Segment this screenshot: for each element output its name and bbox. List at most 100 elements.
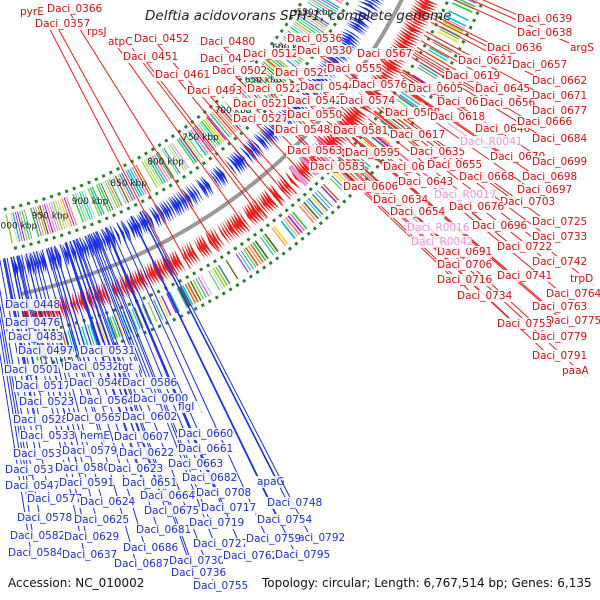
gc-strip xyxy=(163,148,181,174)
gc-strip xyxy=(189,129,209,155)
reverse-gene-arrow xyxy=(347,20,368,33)
forward-gene-label: Daci_0619 xyxy=(445,70,500,82)
reverse-gene-label-bg xyxy=(61,549,117,561)
forward-gene-label: Daci_0635 xyxy=(410,146,465,158)
forward-gene-arrow xyxy=(121,274,131,298)
gc-strip xyxy=(81,190,94,219)
forward-gene-label: Daci_0645 xyxy=(475,83,530,95)
forward-gene-label: Daci_0529 xyxy=(275,67,330,79)
forward-gene-label-bg xyxy=(274,67,330,79)
forward-gene-label-bg xyxy=(479,97,535,109)
feature-strip xyxy=(322,183,340,201)
feature-strip xyxy=(212,267,226,288)
gc-strip xyxy=(301,11,327,29)
reverse-gene-label: Daci_0586 xyxy=(122,377,178,389)
forward-gene-label: Daci_0576 xyxy=(352,79,408,91)
reverse-gene-label: apaG xyxy=(257,476,285,488)
forward-gene-arrow xyxy=(263,189,280,209)
feature-strip xyxy=(141,303,152,325)
forward-gene-label-bg xyxy=(356,48,412,60)
forward-gene-label: Daci_0764 xyxy=(546,288,600,300)
forward-gene-label-bg xyxy=(456,290,512,302)
feature-strip xyxy=(310,195,326,213)
forward-gene-arrow xyxy=(149,261,160,285)
reverse-gene-label-bg xyxy=(181,472,237,484)
gc-strip xyxy=(151,155,169,182)
forward-gene-arrow xyxy=(195,236,209,259)
feature-strip xyxy=(418,64,439,78)
gc-strip xyxy=(59,198,71,228)
forward-gene-label: Daci_0617 xyxy=(390,129,445,141)
feature-strip xyxy=(189,280,202,301)
feature-strip xyxy=(262,235,277,254)
forward-gene-label: Daci_0643 xyxy=(398,176,453,188)
reverse-gene-arrow xyxy=(153,204,166,226)
reverse-gene-arrow xyxy=(159,201,172,222)
gc-strip xyxy=(143,160,160,187)
forward-gene-label-bg xyxy=(516,27,572,39)
forward-gene-label-bg xyxy=(86,26,111,38)
forward-gene-arrow xyxy=(58,295,66,320)
forward-gene-label-bg xyxy=(429,111,485,123)
feature-strip xyxy=(448,10,469,21)
forward-gene-label-bg xyxy=(199,36,255,48)
reverse-gene-label-bg xyxy=(79,430,104,442)
forward-gene-label: Daci_0536 xyxy=(287,33,343,45)
reverse-gene-label: hemE xyxy=(80,430,110,442)
feature-strip xyxy=(186,282,199,303)
forward-label-connector xyxy=(110,37,250,232)
forward-gene-label-bg xyxy=(286,95,342,107)
forward-gene-arrow xyxy=(169,251,181,274)
forward-gene-label-bg xyxy=(561,365,586,377)
forward-gene-arrow xyxy=(418,0,438,8)
reverse-gene-label-bg xyxy=(63,531,119,543)
reverse-gene-label: Daci_0663 xyxy=(168,458,223,470)
reverse-gene-label-bg xyxy=(143,505,199,517)
reverse-gene-label: Daci_0523 xyxy=(19,396,74,408)
forward-gene-label-bg xyxy=(531,90,587,102)
feature-strip xyxy=(440,26,461,38)
forward-gene-label: Daci_0716 xyxy=(437,274,493,286)
forward-gene-label: Daci_0654 xyxy=(390,206,446,218)
gc-strip xyxy=(340,0,344,2)
forward-gene-label-bg xyxy=(457,55,513,67)
gc-strip xyxy=(202,119,223,144)
scale-label: 1000 kbp xyxy=(0,222,37,232)
forward-gene-label-bg xyxy=(516,116,572,128)
feature-strip xyxy=(192,279,205,300)
reverse-gene-arrow xyxy=(190,182,204,203)
reverse-gene-arrow xyxy=(125,218,136,241)
reverse-gene-label-bg xyxy=(122,542,178,554)
forward-gene-label-bg xyxy=(382,161,438,173)
reverse-gene-arrow xyxy=(252,134,269,153)
gc-strip xyxy=(91,186,105,215)
forward-gene-label: Daci_0775 xyxy=(546,315,600,327)
forward-gene-label-bg xyxy=(486,42,542,54)
forward-gene-arrow xyxy=(95,284,104,308)
forward-gene-arrow xyxy=(226,217,241,238)
feature-strip xyxy=(271,228,286,247)
forward-gene-arrow xyxy=(252,197,269,218)
forward-gene-arrow xyxy=(183,243,196,266)
forward-gene-arrow xyxy=(394,36,416,49)
reverse-gene-label-bg xyxy=(4,480,60,492)
reverse-gene-label-bg xyxy=(266,497,322,509)
reverse-gene-label-bg xyxy=(19,430,75,442)
forward-gene-arrow xyxy=(278,176,295,196)
gc-strip xyxy=(297,17,323,35)
reverse-label-connector xyxy=(116,222,203,414)
feature-strip xyxy=(153,299,164,320)
reverse-gene-label-bg xyxy=(4,464,60,476)
reverse-label-connector xyxy=(96,231,193,471)
forward-gene-arrow xyxy=(200,234,214,256)
feature-strip xyxy=(260,236,274,256)
reverse-gene-label: Daci_0792 xyxy=(290,532,345,544)
forward-gene-label-bg xyxy=(242,48,298,60)
feature-strip xyxy=(417,67,437,80)
forward-label-connector xyxy=(58,29,191,269)
forward-gene-arrow xyxy=(186,242,199,265)
gc-strip xyxy=(211,111,232,136)
forward-gene-arrow xyxy=(378,62,400,76)
gc-strip xyxy=(299,13,326,31)
feature-strip xyxy=(458,0,476,8)
